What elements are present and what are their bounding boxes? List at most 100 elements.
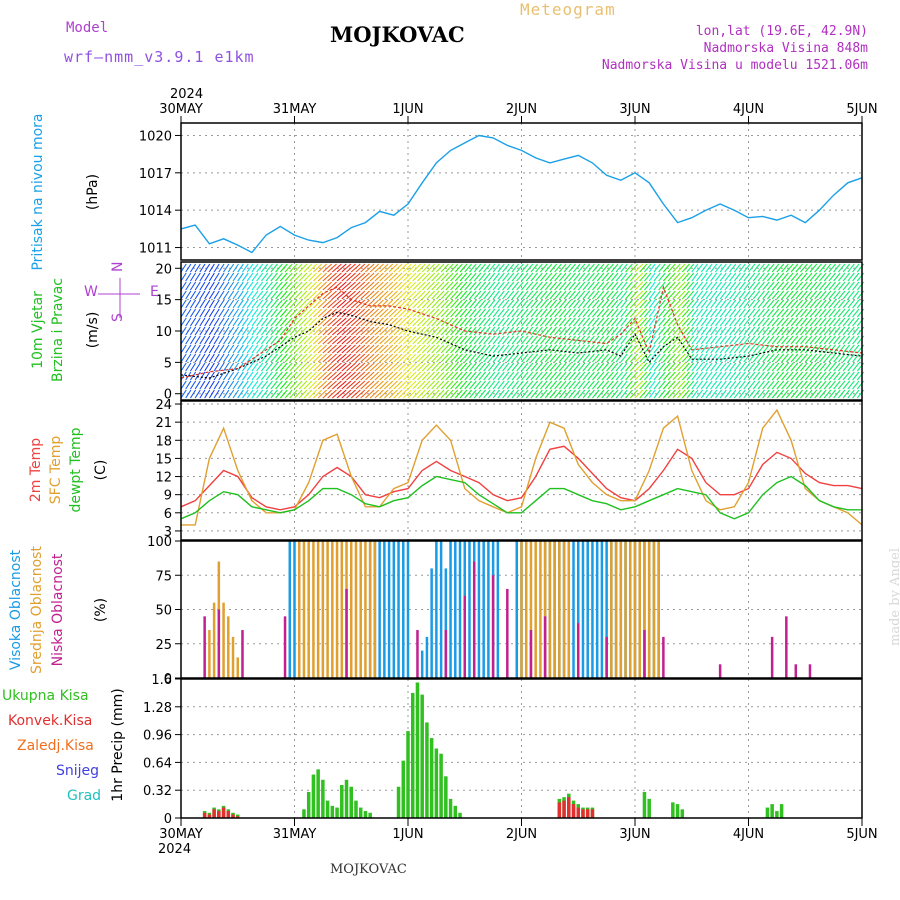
wind-arrow xyxy=(819,371,827,381)
wind-arrow xyxy=(360,290,370,300)
wind-arrow xyxy=(336,344,347,354)
wind-arrow xyxy=(719,344,727,354)
wind-arrow xyxy=(256,344,264,354)
wind-arrow xyxy=(459,290,468,300)
wind-arrow xyxy=(487,362,496,372)
wind-arrow xyxy=(421,317,431,327)
wind-arrow xyxy=(625,272,633,282)
wind-arrow xyxy=(365,371,375,381)
wind-arrow xyxy=(696,290,704,300)
bar-ukupna-kisa xyxy=(396,786,401,818)
wind-arrow xyxy=(417,281,426,291)
wind-arrow xyxy=(459,317,468,327)
wind-arrow xyxy=(450,344,459,354)
wind-arrow xyxy=(246,326,254,336)
wind-arrow xyxy=(577,344,586,354)
wind-arrow xyxy=(648,371,656,381)
wind-arrow xyxy=(327,272,337,282)
wind-arrow xyxy=(804,344,813,354)
wind-arrow xyxy=(809,380,818,390)
wind-arrow xyxy=(625,371,633,381)
wind-arrow xyxy=(629,362,639,372)
wind-arrow xyxy=(714,281,723,291)
wind-arrow xyxy=(464,290,472,300)
wind-arrow xyxy=(662,308,671,318)
wind-arrow xyxy=(743,263,751,273)
side-label-wind-1: 10m Vjetar xyxy=(30,291,46,369)
wind-arrow xyxy=(563,326,572,336)
wind-arrow xyxy=(833,281,841,291)
wind-arrow xyxy=(691,263,699,273)
wind-arrow xyxy=(516,371,524,381)
wind-arrow xyxy=(743,290,751,300)
wind-arrow xyxy=(771,380,780,390)
wind-arrow xyxy=(610,263,619,273)
wind-arrow xyxy=(421,281,431,291)
wind-arrow xyxy=(289,371,298,381)
wind-arrow xyxy=(402,389,412,399)
wind-arrow xyxy=(719,317,727,327)
wind-arrow xyxy=(431,371,440,381)
wind-arrow xyxy=(823,362,832,372)
wind-arrow xyxy=(653,380,661,390)
wind-arrow xyxy=(530,272,539,282)
wind-arrow xyxy=(634,290,644,300)
wind-arrow xyxy=(592,263,600,273)
wind-arrow xyxy=(705,317,713,327)
bar-ukupna-kisa xyxy=(410,692,415,818)
wind-arrow xyxy=(710,389,718,399)
wind-arrow xyxy=(696,335,704,345)
wind-arrow xyxy=(407,353,417,363)
bar-ukupna-kisa xyxy=(302,809,306,818)
wind-arrow xyxy=(762,344,770,354)
wind-arrow xyxy=(279,326,288,336)
wind-arrow xyxy=(265,353,273,363)
wind-arrow xyxy=(232,344,239,354)
wind-arrow xyxy=(795,308,804,318)
wind-arrow xyxy=(804,290,813,300)
wind-arrow xyxy=(535,380,543,390)
bar-ukupna-kisa xyxy=(358,807,363,818)
wind-arrow xyxy=(194,281,201,291)
wind-arrow xyxy=(369,344,380,354)
wind-arrow xyxy=(762,326,770,336)
wind-arrow xyxy=(294,362,303,372)
wind-arrow xyxy=(521,371,529,381)
wind-arrow xyxy=(237,371,244,381)
wind-arrow xyxy=(833,272,841,282)
bar-ukupna-kisa xyxy=(425,722,429,818)
wind-arrow xyxy=(625,344,633,354)
wind-arrow xyxy=(218,290,225,300)
wind-arrow xyxy=(213,380,220,390)
wind-arrow xyxy=(724,326,732,336)
side-label-cloud-0: Visoka Oblacnost xyxy=(8,549,24,670)
wind-arrow xyxy=(762,290,770,300)
wind-arrow xyxy=(842,272,851,282)
xtick-label: 5JUN xyxy=(846,827,877,842)
wind-arrow xyxy=(454,317,463,327)
wind-arrow xyxy=(837,344,846,354)
wind-arrow xyxy=(487,353,496,363)
wind-arrow xyxy=(644,290,652,300)
wind-arrow xyxy=(260,299,269,309)
wind-arrow xyxy=(189,290,197,300)
wind-arrow xyxy=(237,317,244,327)
wind-arrow xyxy=(582,335,591,345)
wind-arrow xyxy=(374,272,384,282)
wind-arrow xyxy=(724,317,732,327)
wind-arrow xyxy=(459,299,468,309)
wind-arrow xyxy=(308,290,318,300)
bar-visoka-oblacnost xyxy=(600,541,604,678)
wind-arrow xyxy=(629,326,639,336)
wind-arrow xyxy=(785,380,794,390)
wind-arrow xyxy=(426,389,436,399)
bar-visoka-oblacnost xyxy=(496,541,500,678)
wind-arrow xyxy=(435,272,445,282)
wind-arrow xyxy=(194,317,201,327)
wind-arrow xyxy=(388,290,398,300)
wind-arrow xyxy=(379,380,389,390)
wind-arrow xyxy=(322,272,333,282)
wind-arrow xyxy=(331,389,342,399)
wind-arrow xyxy=(331,308,342,318)
bar-ukupna-kisa xyxy=(458,812,462,818)
